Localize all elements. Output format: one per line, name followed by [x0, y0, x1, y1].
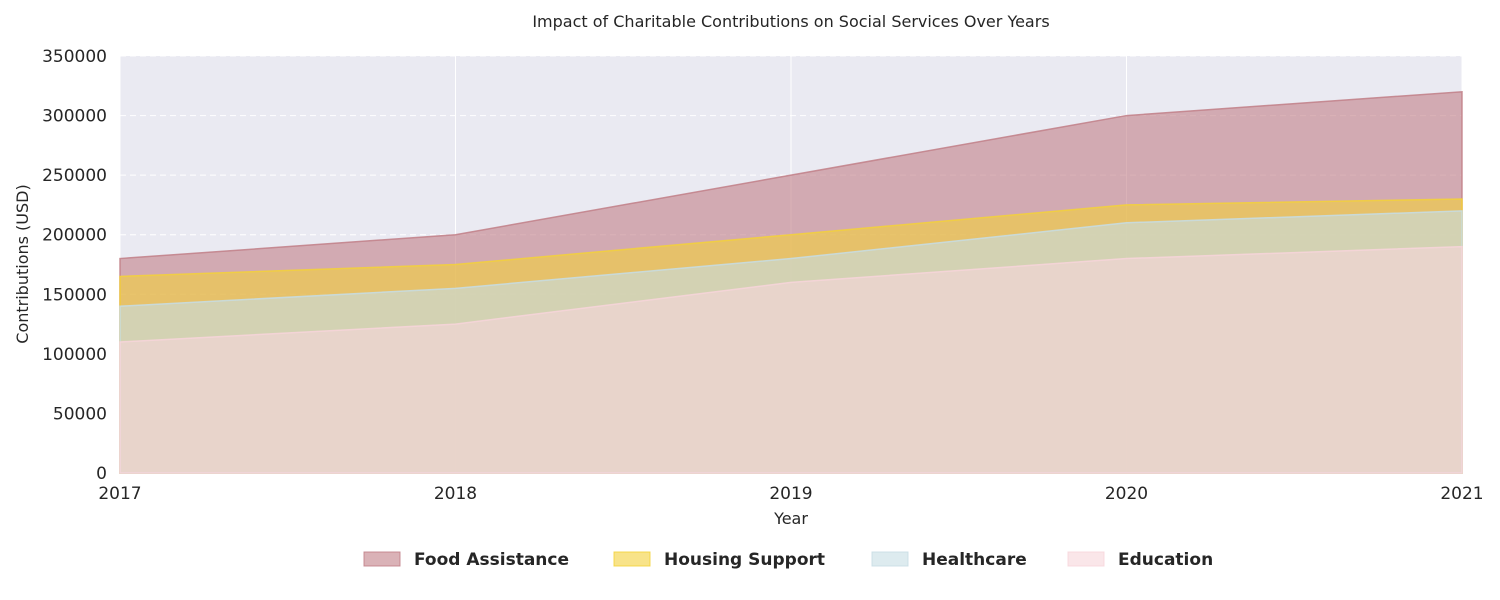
legend-label: Education — [1118, 550, 1213, 570]
y-tick-label: 250000 — [42, 166, 107, 186]
x-axis-ticks: 2017 2018 2019 2020 2021 — [98, 484, 1483, 504]
area-series — [119, 90, 1463, 474]
chart-title: Impact of Charitable Contributions on So… — [532, 12, 1049, 31]
y-tick-label: 100000 — [42, 345, 107, 365]
legend-swatch — [871, 551, 909, 567]
legend: Food Assistance Housing Support Healthcare… — [363, 550, 1213, 570]
y-tick-label: 0 — [96, 464, 107, 484]
y-tick-label: 350000 — [42, 47, 107, 67]
legend-swatch — [1067, 551, 1105, 567]
x-tick-label: 2017 — [98, 484, 141, 504]
y-tick-label: 300000 — [42, 107, 107, 127]
y-tick-label: 150000 — [42, 285, 107, 305]
y-tick-label: 50000 — [53, 404, 107, 424]
x-tick-label: 2019 — [769, 484, 812, 504]
legend-label: Healthcare — [922, 550, 1027, 570]
legend-swatch — [613, 551, 651, 567]
y-axis-label: Contributions (USD) — [13, 184, 32, 343]
y-tick-label: 200000 — [42, 226, 107, 246]
legend-label: Housing Support — [664, 550, 825, 570]
legend-label: Food Assistance — [414, 550, 569, 570]
legend-swatch — [363, 551, 401, 567]
area-education — [119, 245, 1463, 474]
x-tick-label: 2020 — [1105, 484, 1148, 504]
x-axis-label: Year — [773, 509, 808, 528]
y-axis-ticks: 0 50000 100000 150000 200000 250000 300000 3500… — [42, 47, 107, 484]
x-tick-label: 2021 — [1440, 484, 1483, 504]
x-tick-label: 2018 — [434, 484, 477, 504]
